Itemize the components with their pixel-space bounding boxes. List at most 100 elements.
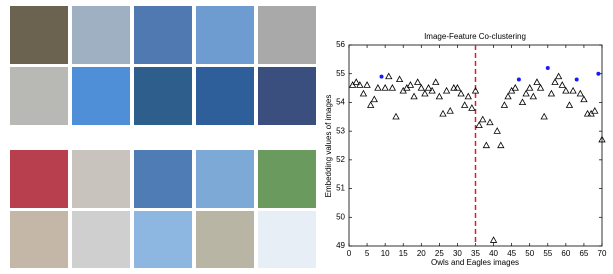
- triangle-point: [473, 88, 479, 93]
- triangle-point: [581, 96, 587, 101]
- x-tick-label: 70: [598, 249, 607, 258]
- triangle-point: [552, 79, 558, 84]
- x-tick-label: 0: [347, 249, 352, 258]
- owl-photo: [258, 67, 316, 125]
- x-tick-label: 30: [453, 249, 462, 258]
- triangle-point: [469, 105, 475, 110]
- triangle-point: [498, 142, 504, 147]
- triangle-point: [570, 88, 576, 93]
- owl-images: [10, 6, 316, 125]
- eagle-photo: [72, 211, 130, 268]
- triangle-point: [447, 108, 453, 113]
- owl-photo: [258, 6, 316, 64]
- triangle-point: [364, 82, 370, 87]
- triangle-point: [411, 93, 417, 98]
- eagle-photo: [134, 150, 192, 208]
- x-axis-label: Owls and Eagles images: [431, 258, 519, 267]
- triangle-point: [548, 91, 554, 96]
- triangle-point: [458, 91, 464, 96]
- x-tick-label: 20: [417, 249, 426, 258]
- page: {"chart_data": {"type": "scatter", "titl…: [0, 0, 613, 269]
- triangle-point: [566, 102, 572, 107]
- y-tick-label: 51: [336, 184, 345, 193]
- triangle-point: [368, 102, 374, 107]
- triangle-point: [360, 91, 366, 96]
- triangle-point: [494, 128, 500, 133]
- y-tick-label: 52: [336, 155, 345, 164]
- x-tick-label: 35: [471, 249, 480, 258]
- eagle-photo: [72, 150, 130, 208]
- triangle-point: [426, 85, 432, 90]
- triangle-point: [418, 85, 424, 90]
- triangle-point: [523, 91, 529, 96]
- triangle-point: [389, 85, 395, 90]
- eagle-photo: [196, 150, 254, 208]
- dot-point: [546, 66, 550, 70]
- triangle-point: [505, 93, 511, 98]
- y-tick-label: 55: [336, 69, 345, 78]
- triangle-point: [436, 93, 442, 98]
- triangle-point: [386, 73, 392, 78]
- owl-photo: [196, 6, 254, 64]
- y-tick-label: 54: [336, 98, 345, 107]
- eagle-images: [10, 150, 316, 268]
- triangle-point: [444, 88, 450, 93]
- eagle-photo: [196, 211, 254, 268]
- triangle-point: [556, 73, 562, 78]
- owl-photo: [134, 67, 192, 125]
- triangle-point: [462, 102, 468, 107]
- eagle-photo: [258, 211, 316, 268]
- y-tick-label: 53: [336, 126, 345, 135]
- triangle-point: [397, 76, 403, 81]
- x-tick-label: 10: [381, 249, 390, 258]
- triangle-point: [559, 82, 565, 87]
- eagle-photo: [10, 150, 68, 208]
- x-tick-label: 25: [435, 249, 444, 258]
- eagle-photo: [134, 211, 192, 268]
- triangle-point: [407, 82, 413, 87]
- triangle-point: [440, 111, 446, 116]
- figure: Image-Feature Co-clustering Owls and Eag…: [0, 0, 613, 269]
- triangle-point: [512, 85, 518, 90]
- triangle-point: [563, 88, 569, 93]
- eagle-photo: [10, 211, 68, 268]
- triangle-point: [375, 85, 381, 90]
- chart-title: Image-Feature Co-clustering: [424, 32, 526, 41]
- x-tick-label: 60: [561, 249, 570, 258]
- triangle-point: [415, 79, 421, 84]
- eagle-photo: [258, 150, 316, 208]
- triangle-point: [487, 119, 493, 124]
- triangle-point: [465, 93, 471, 98]
- triangle-point: [353, 79, 359, 84]
- triangle-point: [527, 85, 533, 90]
- dot-point: [380, 75, 384, 79]
- dot-point: [575, 77, 579, 81]
- triangle-point: [530, 93, 536, 98]
- triangle-point: [480, 116, 486, 121]
- owl-photo: [10, 6, 68, 64]
- y-axis-label: Embedding values of images: [324, 95, 333, 198]
- triangle-point: [476, 122, 482, 127]
- triangle-point: [393, 114, 399, 119]
- x-tick-label: 15: [399, 249, 408, 258]
- dot-point: [596, 72, 600, 76]
- triangle-point: [433, 79, 439, 84]
- owl-photo: [72, 67, 130, 125]
- x-tick-label: 65: [579, 249, 588, 258]
- triangle-point: [483, 142, 489, 147]
- x-tick-label: 50: [525, 249, 534, 258]
- triangle-point: [541, 114, 547, 119]
- owl-photo: [196, 67, 254, 125]
- owl-photo: [134, 6, 192, 64]
- x-tick-label: 55: [543, 249, 552, 258]
- dot-point: [517, 77, 521, 81]
- x-tick-label: 45: [507, 249, 516, 258]
- triangle-point: [422, 91, 428, 96]
- triangle-point: [382, 85, 388, 90]
- triangle-point: [371, 96, 377, 101]
- x-tick-label: 40: [489, 249, 498, 258]
- triangle-point: [538, 85, 544, 90]
- triangle-point: [534, 79, 540, 84]
- owl-photo: [10, 67, 68, 125]
- y-tick-label: 49: [336, 241, 345, 250]
